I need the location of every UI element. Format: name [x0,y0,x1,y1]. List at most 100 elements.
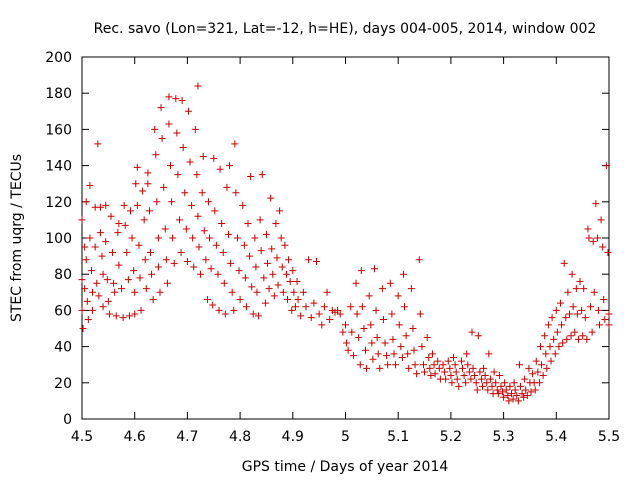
data-point [532,357,540,365]
data-point [99,303,107,311]
data-point [255,312,263,320]
data-point [115,220,123,228]
data-point [342,321,349,329]
data-point [597,216,605,224]
data-point [527,388,535,396]
y-axis-label: STEC from uqrg / TECUs [9,154,25,322]
data-point [315,310,323,318]
data-point [523,391,531,399]
x-tick-label: 5 [341,429,350,445]
data-point [362,346,370,354]
data-point [513,391,521,399]
data-point [91,243,99,251]
data-point [521,375,529,383]
data-point [178,96,186,104]
data-point [313,258,321,266]
data-point [536,343,544,351]
data-point [469,364,477,372]
data-point [232,189,240,197]
data-point [216,165,224,173]
data-point [110,279,118,287]
y-tick-label: 180 [45,86,72,102]
data-point [167,162,175,170]
data-point [427,372,435,380]
data-point [148,270,156,278]
data-point [504,391,512,399]
data-point [87,267,95,275]
data-point [451,361,459,369]
data-point [389,335,397,343]
data-point [407,285,415,293]
y-axis: 0 20 40 60 80 100 120 140 160 180 200 [45,50,609,428]
data-point [531,386,539,394]
data-point [457,357,465,365]
data-point [569,303,577,311]
data-point [188,201,196,209]
data-point [273,254,281,262]
data-point [160,183,168,191]
data-point [81,243,89,251]
data-point [265,285,273,293]
data-point [596,321,604,329]
data-point [435,364,443,372]
data-point [485,350,493,358]
data-point [190,263,198,271]
data-point [94,140,102,148]
x-axis-label: GPS time / Days of year 2014 [242,459,449,475]
data-point [379,315,387,323]
data-point [401,303,409,311]
data-point [510,379,518,387]
data-point [133,163,141,171]
data-point [99,270,107,278]
data-point [434,357,442,365]
y-tick-label: 120 [45,195,72,211]
data-point [584,225,592,233]
data-point [157,104,165,112]
data-point [130,267,138,275]
data-point [559,339,567,347]
data-point [82,198,90,206]
data-point [581,314,589,322]
data-point [539,372,547,380]
data-point [236,296,244,304]
data-point [357,267,365,275]
data-point [186,158,194,166]
data-point [605,321,613,329]
data-point [395,321,403,329]
data-point [365,292,373,300]
data-point [428,350,436,358]
data-point [200,227,208,235]
data-point [223,183,231,191]
y-tick-label: 60 [54,303,72,319]
y-tick-label: 100 [45,231,72,247]
data-point [431,370,439,378]
data-point [553,328,561,336]
data-point [411,361,419,369]
data-point [589,238,597,246]
data-point [291,303,299,311]
data-point [390,350,398,358]
data-point [103,276,111,284]
data-point [529,370,537,378]
data-point [260,274,268,282]
data-point [132,180,140,188]
data-point [289,267,297,275]
data-point [323,288,331,296]
data-point [125,312,133,320]
data-point [241,274,249,282]
data-point [367,321,375,329]
data-point [384,361,392,369]
data-point [353,310,361,318]
data-point [78,276,86,284]
data-point [78,216,86,224]
data-point [251,234,259,242]
data-point [86,234,94,242]
data-point [514,397,522,405]
data-point [172,95,180,103]
x-tick-label: 5.4 [545,429,567,445]
data-point [194,82,202,90]
x-tick-label: 4.9 [282,429,304,445]
data-point [474,332,482,340]
data-point [430,361,438,369]
